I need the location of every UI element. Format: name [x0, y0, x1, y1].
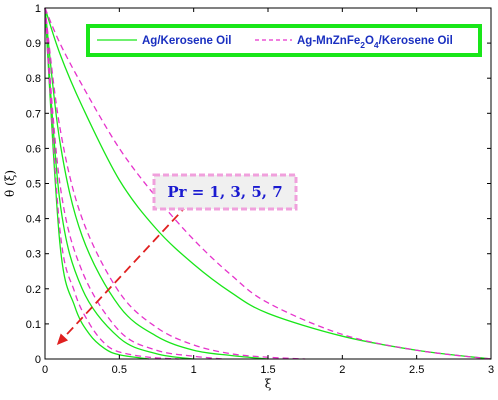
y-tick-label: 0	[35, 354, 41, 366]
y-axis-label: θ (ξ)	[3, 170, 17, 197]
series-line-solid-1	[44, 7, 269, 360]
legend-dashed-suffix: /Kerosene Oil	[379, 35, 453, 47]
legend: Ag/Kerosene Oil Ag-MnZnFe2O4/Kerosene Oi…	[86, 24, 482, 57]
y-tick-label: 0.1	[26, 319, 41, 331]
y-tick-label: 0.9	[26, 38, 41, 50]
annotation-arrowhead	[56, 333, 69, 345]
legend-dashed-sub2: 4	[374, 40, 379, 50]
y-tick-label: 0.7	[26, 108, 41, 120]
tick-labels: 0 0.5 1 1.5 2 2.5 3 0 0.1 0.2 0.3 0.4 0.5 0.6 0.7 0.8 0.…	[26, 3, 494, 376]
y-tick-label: 1	[35, 3, 41, 15]
legend-dashed-label: Ag-MnZnFe2O4/Kerosene Oil	[297, 35, 453, 50]
series-line-dashed-4	[44, 7, 492, 360]
annotation-arrow	[63, 203, 189, 338]
series-line-dashed-7	[44, 7, 179, 360]
series-line-dashed-5	[44, 7, 306, 360]
x-tick-label: 1	[191, 364, 197, 376]
annotation-text: Pr = 1, 3, 5, 7	[167, 183, 282, 201]
x-tick-label: 1.5	[260, 364, 275, 376]
legend-dashed-sub1: 2	[360, 40, 365, 50]
y-tick-label: 0.3	[26, 249, 41, 261]
legend-box	[86, 24, 482, 57]
series-layer	[44, 7, 492, 360]
y-tick-label: 0.4	[26, 214, 41, 226]
x-tick-label: 2.5	[409, 364, 424, 376]
axes-layer	[44, 7, 492, 360]
x-tick-label: 3	[488, 364, 494, 376]
series-line-dashed-6	[44, 7, 224, 360]
x-tick-label: 2	[339, 364, 345, 376]
x-axis-label: ξ	[265, 377, 272, 391]
series-line-solid-2	[44, 7, 194, 360]
series-line-solid-3	[44, 7, 150, 360]
y-tick-label: 0.6	[26, 143, 41, 155]
legend-dashed-mid: O	[365, 35, 374, 47]
legend-solid-label: Ag/Kerosene Oil	[142, 35, 231, 47]
y-tick-label: 0.2	[26, 284, 41, 296]
x-tick-label: 0	[42, 364, 48, 376]
annotation-box	[152, 173, 298, 211]
annotation: Pr = 1, 3, 5, 7	[56, 173, 298, 345]
x-tick-label: 0.5	[112, 364, 127, 376]
y-tick-label: 0.8	[26, 73, 41, 85]
y-tick-label: 0.5	[26, 179, 41, 191]
legend-dashed-prefix: Ag-MnZnFe	[297, 35, 360, 47]
